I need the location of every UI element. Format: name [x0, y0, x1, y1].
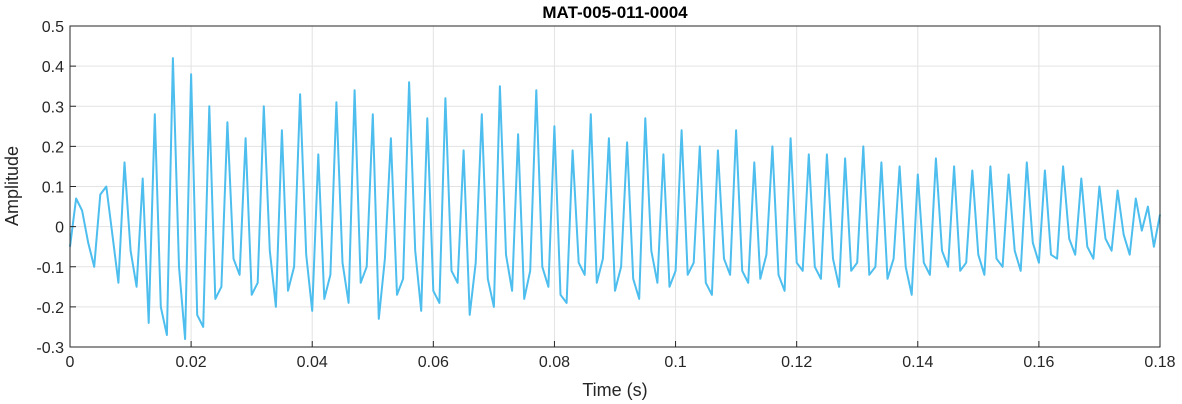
x-tick-label: 0.02 — [176, 354, 207, 371]
x-tick-label: 0.1 — [664, 354, 686, 371]
x-axis: 0 0.02 0.04 0.06 0.08 0.1 0.12 0.14 0.16 0.18 — [66, 341, 1176, 371]
y-tick-label: 0.4 — [42, 59, 64, 76]
y-tick-label: 0.1 — [42, 180, 64, 197]
chart-title: MAT-005-011-0004 — [542, 3, 688, 22]
x-axis-title: Time (s) — [582, 380, 647, 400]
y-tick-label: -0.1 — [36, 260, 64, 277]
y-axis: -0.3 -0.2 -0.1 0 0.1 0.2 0.3 0.4 0.5 — [36, 19, 76, 357]
x-tick-label: 0 — [66, 354, 75, 371]
x-tick-label: 0.12 — [781, 354, 812, 371]
x-tick-label: 0.18 — [1144, 354, 1175, 371]
series-line — [69, 57, 1161, 340]
y-tick-label: 0.3 — [42, 99, 64, 116]
x-tick-label: 0.16 — [1023, 354, 1054, 371]
y-tick-label: 0 — [55, 220, 64, 237]
x-tick-label: 0.06 — [418, 354, 449, 371]
y-axis-title: Amplitude — [2, 146, 22, 226]
x-tick-label: 0.04 — [297, 354, 328, 371]
y-tick-label: -0.2 — [36, 300, 64, 317]
y-tick-label: -0.3 — [36, 340, 64, 357]
x-tick-label: 0.14 — [902, 354, 933, 371]
x-tick-label: 0.08 — [539, 354, 570, 371]
y-tick-label: 0.5 — [42, 19, 64, 36]
y-tick-label: 0.2 — [42, 139, 64, 156]
